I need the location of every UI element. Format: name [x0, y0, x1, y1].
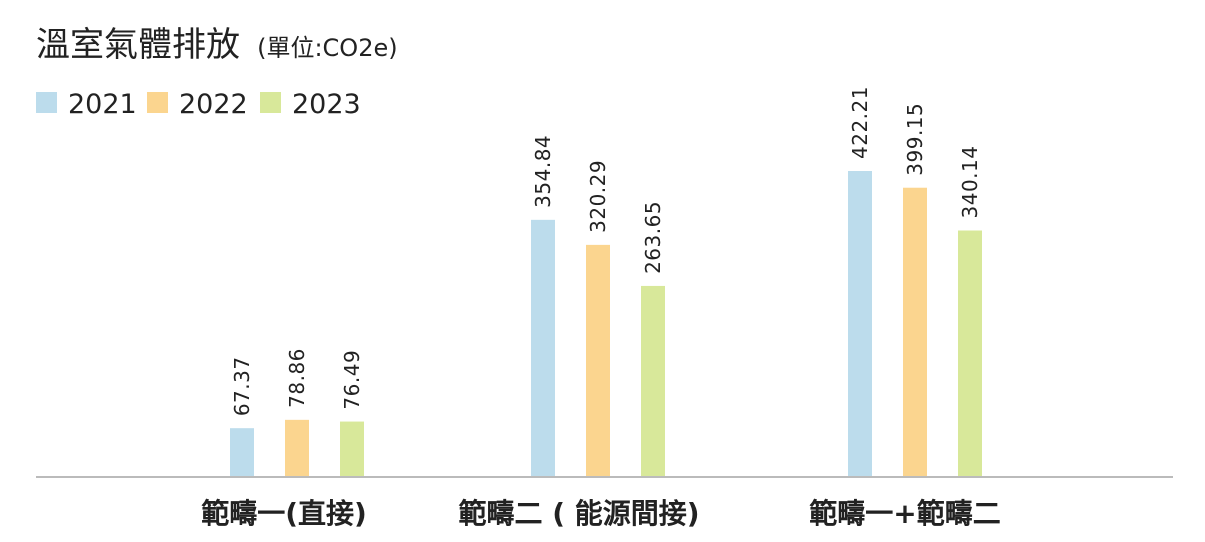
value-label-2022-cat3: 399.15	[903, 103, 927, 176]
value-label-2021-cat3: 422.21	[848, 86, 872, 159]
value-label-2022-cat1: 78.86	[285, 348, 309, 408]
category-label-2: 範疇二 ( 能源間接)	[458, 497, 699, 530]
bar-2022-cat1	[285, 419, 309, 477]
value-label-2022-cat2: 320.29	[586, 160, 610, 233]
category-label-3: 範疇一+範疇二	[809, 497, 1000, 530]
bar-2021-cat1	[230, 428, 254, 477]
legend-swatch-2023	[260, 92, 281, 113]
chart-title-main: 溫室氣體排放	[36, 25, 240, 65]
bar-2023-cat1	[340, 421, 364, 477]
bar-2023-cat2	[641, 285, 665, 477]
bar-2021-cat2	[531, 219, 555, 478]
bar-area	[230, 171, 982, 478]
bar-2021-cat3	[848, 171, 872, 478]
value-label-2023-cat2: 263.65	[641, 201, 665, 274]
value-label-2023-cat1: 76.49	[340, 350, 364, 410]
chart-legend: 2021 2022 2023	[36, 89, 361, 120]
value-label-2021-cat1: 67.37	[230, 356, 254, 416]
value-labels: 67.37 78.86 76.49 354.84 320.29 263.65 422.21 3…	[230, 86, 982, 416]
chart-title: 溫室氣體排放 (單位:CO2e)	[36, 25, 398, 65]
category-label-1: 範疇一(直接)	[201, 497, 367, 530]
bar-2022-cat2	[586, 244, 610, 477]
value-label-2021-cat2: 354.84	[531, 135, 555, 208]
legend-swatch-2022	[147, 92, 168, 113]
legend-label-2021: 2021	[68, 89, 137, 120]
bar-2023-cat3	[958, 230, 982, 477]
category-labels: 範疇一(直接) 範疇二 ( 能源間接) 範疇一+範疇二	[201, 497, 1001, 530]
value-label-2023-cat3: 340.14	[958, 146, 982, 219]
legend-label-2022: 2022	[179, 89, 248, 120]
legend-label-2023: 2023	[292, 89, 361, 120]
bar-2022-cat3	[903, 187, 927, 477]
legend-swatch-2021	[36, 92, 57, 113]
chart-unit-label: (單位:CO2e)	[257, 34, 398, 62]
